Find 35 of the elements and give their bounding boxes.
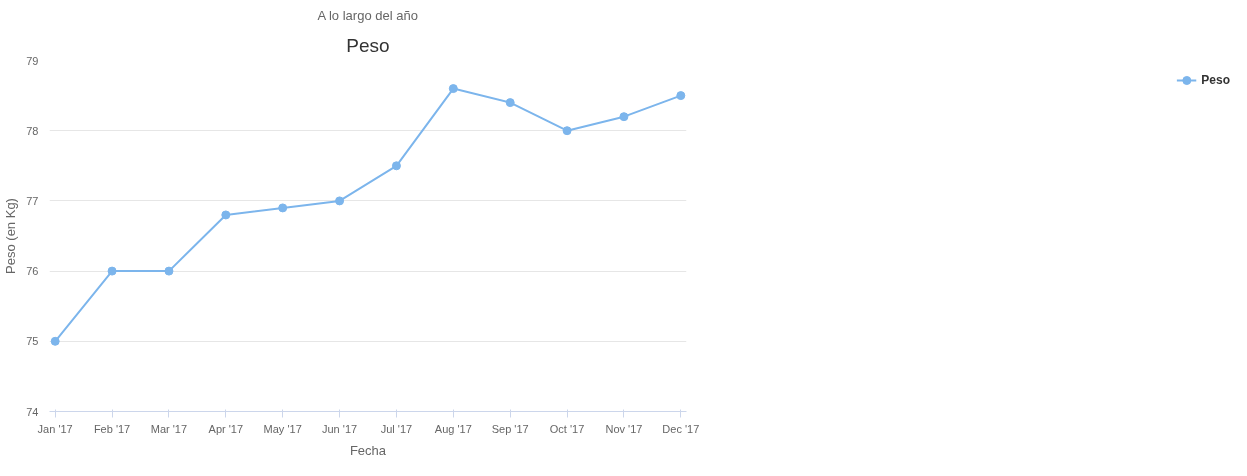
y-tick-label: 74 <box>26 405 39 418</box>
point <box>107 266 117 276</box>
x-tick-label: Jul '17 <box>380 422 413 435</box>
x-tick-label: Feb '17 <box>93 422 131 435</box>
y-axis-title: Peso (en Kg) <box>3 198 19 274</box>
chart-subtitle: A lo largo del año <box>317 7 418 23</box>
legend-label: Peso <box>1201 73 1230 87</box>
chart-title: Peso <box>346 34 390 56</box>
point <box>619 112 629 122</box>
x-tick-label: Sep '17 <box>491 422 529 435</box>
y-tick-label: 77 <box>26 194 39 207</box>
x-tick-label: Dec '17 <box>662 422 700 435</box>
point <box>505 98 515 108</box>
y-tick-label: 75 <box>26 335 39 348</box>
x-tick-label: Nov '17 <box>605 422 643 435</box>
point <box>448 84 458 94</box>
x-tick-label: Aug '17 <box>434 422 472 435</box>
y-tick-label: 79 <box>26 54 39 67</box>
y-tick-label: 78 <box>26 124 39 137</box>
x-tick-label: Mar '17 <box>150 422 188 435</box>
point <box>391 161 401 171</box>
point <box>562 126 572 136</box>
x-tick-label: Jan '17 <box>37 422 73 435</box>
point <box>335 196 345 206</box>
point <box>278 203 288 213</box>
point <box>676 91 686 101</box>
x-tick-label: May '17 <box>263 422 302 435</box>
point <box>221 210 231 220</box>
point <box>50 336 60 346</box>
x-axis-title: Fecha <box>349 442 387 458</box>
x-tick-label: Apr '17 <box>208 422 244 435</box>
y-tick-label: 76 <box>26 265 39 278</box>
point <box>164 266 174 276</box>
x-tick-label: Oct '17 <box>549 422 585 435</box>
x-tick-label: Jun '17 <box>322 422 358 435</box>
